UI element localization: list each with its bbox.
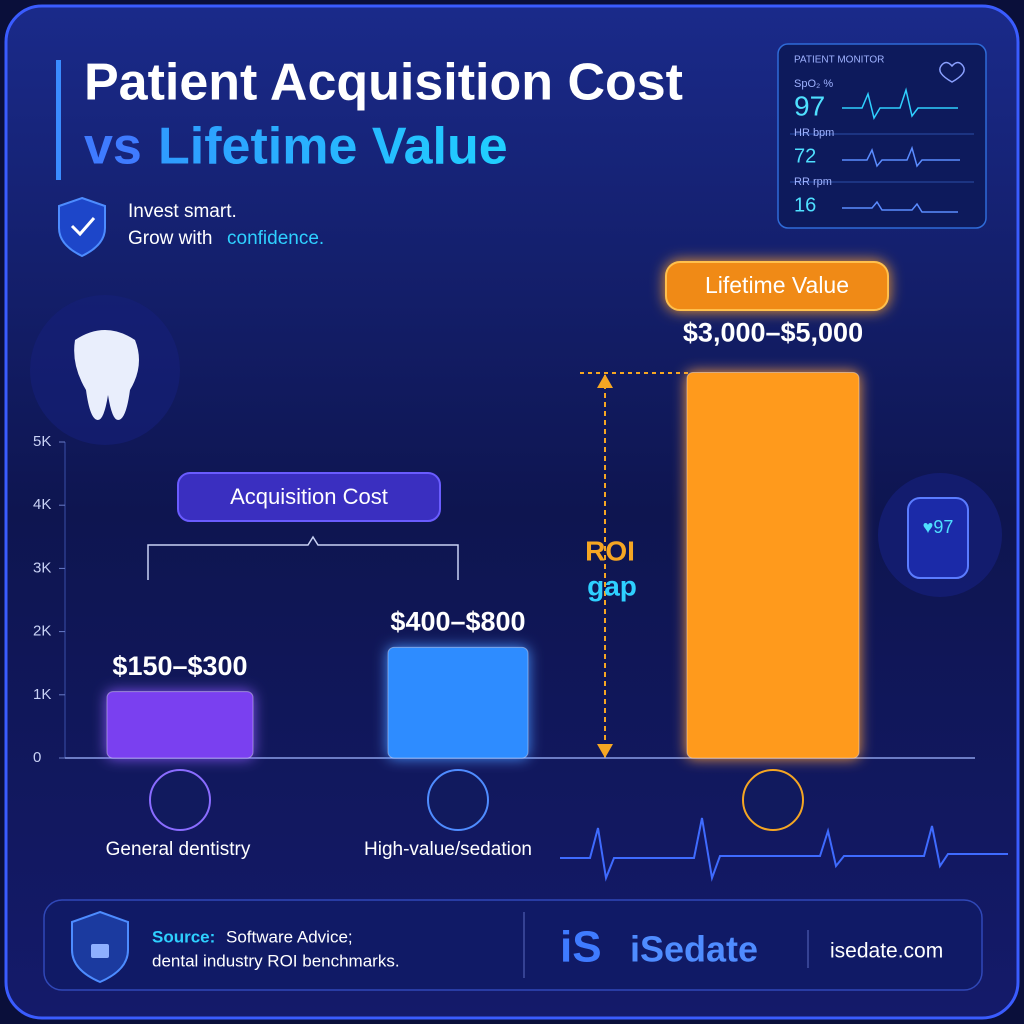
- subtitle-highlight: confidence.: [227, 228, 324, 249]
- callout-box: [177, 472, 441, 522]
- lock-icon: [91, 944, 109, 958]
- subtitle: Grow with: [128, 228, 212, 249]
- check-icon: [70, 217, 96, 237]
- y-tick-label: 5K: [33, 433, 51, 450]
- callout-box: [665, 261, 889, 311]
- monitor-wave: [842, 200, 958, 213]
- title-vs: vs: [84, 118, 142, 176]
- y-tick-label: 2K: [33, 623, 51, 640]
- roi-label: gap: [587, 570, 637, 601]
- footer: [43, 899, 983, 991]
- monitor-label: HR bpm: [794, 127, 834, 139]
- callout-label: Acquisition Cost: [230, 484, 388, 509]
- bar: [387, 646, 529, 759]
- watch-readout: ♥97: [923, 517, 954, 537]
- patient-monitor: [777, 43, 987, 229]
- category-icon: [742, 769, 804, 831]
- x-tick-label: General dentistry: [106, 839, 251, 860]
- source-text: Software Advice;: [226, 927, 353, 946]
- monitor-label: SpO₂ %: [794, 78, 833, 90]
- bar: [106, 691, 254, 759]
- heart-icon: [939, 61, 965, 83]
- title-accent: [56, 60, 61, 180]
- title-highlight: Lifetime Value: [158, 118, 508, 176]
- shield-icon: [58, 196, 106, 258]
- range-label: $150–$300: [112, 651, 247, 681]
- x-tick-label: High-value/sedation: [364, 839, 532, 860]
- panel: [4, 4, 1020, 1020]
- source-text: dental industry ROI benchmarks.: [152, 951, 400, 970]
- monitor-value: 72: [794, 145, 816, 167]
- title-line: Patient Acquisition Cost: [84, 54, 683, 112]
- watch-icon: [907, 497, 969, 579]
- monitor-value: 16: [794, 194, 816, 216]
- bar: [686, 371, 860, 759]
- range-label: $400–$800: [390, 607, 525, 637]
- tooth-icon: [74, 330, 139, 420]
- y-tick-label: 1K: [33, 686, 51, 703]
- y-tick-label: 3K: [33, 559, 51, 576]
- source-label: Source:: [152, 927, 215, 946]
- monitor-wave: [842, 87, 958, 120]
- monitor-label: RR rpm: [794, 176, 832, 188]
- site: isedate.com: [830, 940, 943, 963]
- callout-label: Lifetime Value: [705, 272, 849, 298]
- brand: iSedate: [630, 929, 758, 970]
- range-label: $3,000–$5,000: [683, 318, 863, 348]
- y-tick-label: 4K: [33, 496, 51, 513]
- category-icon: [149, 769, 211, 831]
- y-tick-label: 0: [33, 749, 41, 766]
- logo-mark: iS: [560, 923, 602, 972]
- monitor-value: 97: [794, 90, 825, 121]
- category-icon: [427, 769, 489, 831]
- subtitle: Invest smart.: [128, 201, 237, 222]
- bracket: [147, 535, 459, 580]
- ecg-line: [560, 817, 1008, 882]
- roi-label: ROI: [585, 535, 635, 566]
- monitor-wave: [842, 145, 960, 168]
- monitor-title: PATIENT MONITOR: [794, 55, 884, 66]
